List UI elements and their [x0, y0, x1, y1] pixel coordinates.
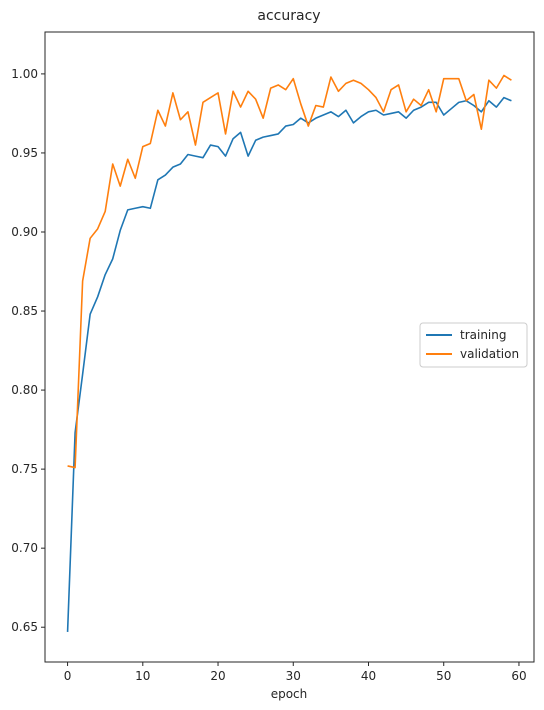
x-tick-label: 30 — [286, 669, 301, 683]
series-layer — [66, 74, 512, 632]
y-tick-label: 0.95 — [11, 146, 38, 160]
series-line-validation — [67, 74, 512, 469]
legend-label-validation: validation — [460, 347, 519, 361]
x-axis-label: epoch — [271, 687, 308, 701]
y-tick-label: 0.80 — [11, 383, 38, 397]
y-tick-label: 0.65 — [11, 620, 38, 634]
y-tick-label: 0.90 — [11, 225, 38, 239]
x-tick-label: 40 — [361, 669, 376, 683]
y-tick-label: 1.00 — [11, 67, 38, 81]
legend-label-training: training — [460, 328, 507, 342]
y-tick-label: 0.70 — [11, 541, 38, 555]
chart-title: accuracy — [257, 8, 320, 24]
x-axis: 0 10 20 30 40 50 60 — [64, 662, 527, 683]
y-tick-label: 0.75 — [11, 462, 38, 476]
x-tick-label: 10 — [135, 669, 150, 683]
x-tick-label: 50 — [436, 669, 451, 683]
plot-frame — [44, 31, 535, 663]
y-tick-label: 0.85 — [11, 304, 38, 318]
legend: training validation — [419, 322, 528, 368]
x-tick-label: 60 — [511, 669, 526, 683]
x-tick-label: 20 — [210, 669, 225, 683]
x-tick-label: 0 — [64, 669, 72, 683]
y-axis: 0.65 0.70 0.75 0.80 0.85 0.90 0.95 1.00 — [11, 67, 45, 634]
